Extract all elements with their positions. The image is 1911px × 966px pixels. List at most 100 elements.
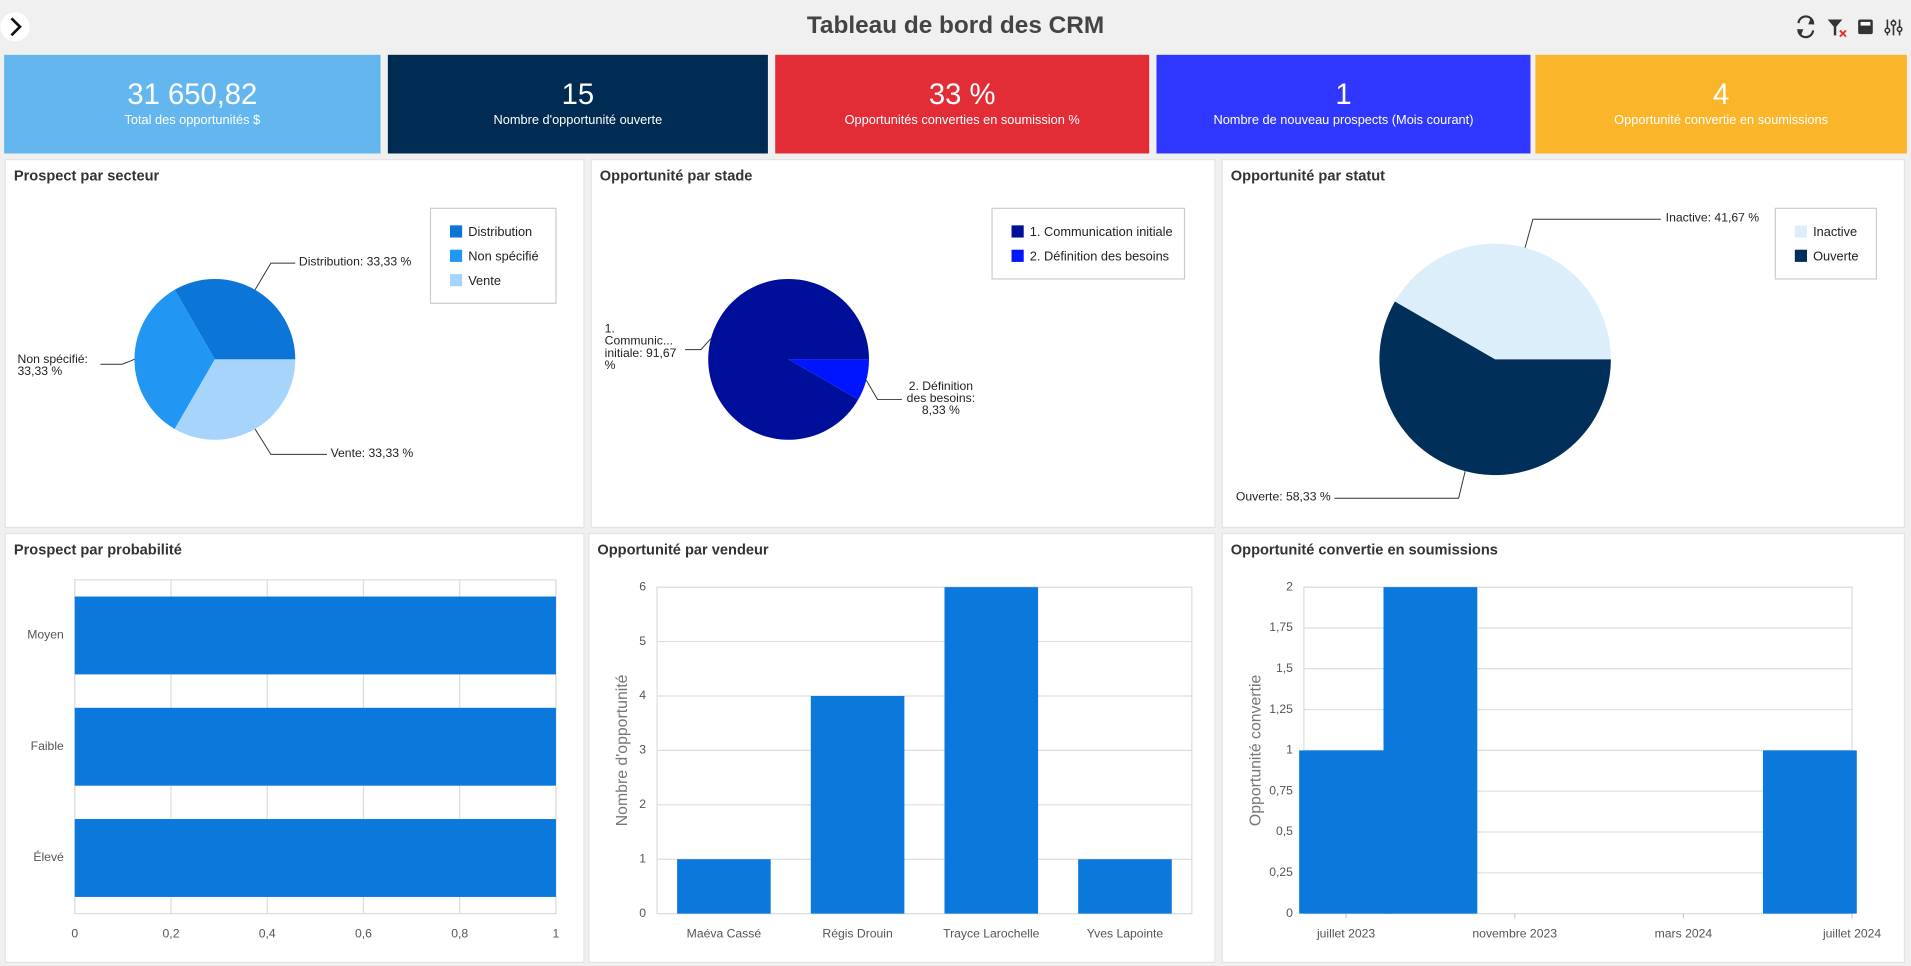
- leader-line: [254, 428, 327, 455]
- chevron-icon[interactable]: [10, 17, 22, 37]
- y-tick-label: 1: [639, 851, 646, 865]
- y-axis-label: Nombre d'opportunité: [614, 674, 631, 826]
- chart-title: Opportunité convertie en soumissions: [1231, 542, 1498, 558]
- y-tick-label: Moyen: [27, 628, 64, 642]
- y-tick-label: 1,25: [1269, 702, 1293, 716]
- page-title: Tableau de bord des CRM: [807, 12, 1104, 39]
- filter-icon[interactable]: [1827, 19, 1843, 36]
- clear-filter-button[interactable]: [1827, 19, 1847, 38]
- kpi-card: [4, 54, 381, 154]
- data-label: Vente: 33,33 %: [330, 448, 414, 461]
- data-label-box: Ouverte: 58,33 %: [1235, 492, 1331, 505]
- y-tick-label: Faible: [31, 739, 64, 753]
- data-label-box: Inactive: 41,67 %: [1665, 213, 1760, 226]
- y-tick-label: Élevé: [33, 849, 64, 864]
- legend-swatch: [449, 249, 463, 262]
- leader-line: [254, 262, 296, 290]
- y-tick-label: 0: [1286, 906, 1293, 920]
- x-tick-label: 1: [553, 927, 560, 941]
- y-tick-label: 0: [639, 906, 646, 920]
- leader-line: [1524, 218, 1661, 248]
- bar: [74, 819, 556, 897]
- data-label: 2. Définition des besoins: 8,33 %: [906, 381, 976, 418]
- data-label-box: Non spécifié: 33,33 %: [17, 354, 88, 379]
- clear-x[interactable]: [1839, 29, 1847, 38]
- data-label: Inactive: 41,67 %: [1665, 213, 1760, 226]
- y-tick-label: 2: [639, 797, 646, 811]
- y-tick-label: 4: [639, 688, 646, 702]
- data-label: Ouverte: 58,33 %: [1235, 492, 1331, 505]
- pie-slice: [708, 278, 870, 440]
- x-tick-label: 0,4: [259, 927, 276, 941]
- pie-slice: [174, 359, 296, 440]
- kpi-label: Nombre de nouveau prospects (Mois couran…: [1213, 112, 1473, 127]
- data-label: 1. Communic... initiale: 91,67 %: [604, 324, 677, 373]
- y-tick-label: 0,5: [1276, 824, 1293, 838]
- chart-title: Opportunité par stade: [600, 168, 753, 184]
- legend-label: Non spécifié: [468, 248, 538, 263]
- kpi-card: [775, 54, 1150, 154]
- leader-line: [685, 338, 712, 351]
- leader-line: [1334, 471, 1466, 499]
- pie-slice: [1379, 301, 1611, 476]
- x-tick-label: Maéva Cassé: [687, 927, 762, 941]
- x-tick-label: Trayce Larochelle: [943, 927, 1040, 941]
- chart-title: Prospect par probabilité: [14, 542, 182, 558]
- kpi-label: Total des opportunités $: [124, 112, 260, 127]
- y-tick-label: 5: [639, 634, 646, 648]
- save-slot[interactable]: [1860, 21, 1871, 26]
- data-label-box: 2. Définition des besoins: 8,33 %: [906, 381, 976, 418]
- kpi-value: 15: [562, 79, 595, 111]
- refresh-button[interactable]: [1797, 15, 1815, 39]
- toggle-circle[interactable]: [0, 12, 30, 42]
- x-tick-label: 0,8: [451, 927, 468, 941]
- bar: [74, 596, 556, 675]
- bar: [74, 707, 556, 786]
- slider-knob[interactable]: [1896, 26, 1903, 33]
- bar: [1762, 750, 1857, 914]
- kpi-value: 33 %: [929, 79, 996, 111]
- kpi-value: 1: [1335, 79, 1351, 111]
- settings-button[interactable]: [1884, 19, 1903, 36]
- kpi-card: [387, 54, 768, 154]
- data-label: Non spécifié: 33,33 %: [17, 354, 88, 379]
- x-tick-label: Régis Drouin: [822, 927, 892, 941]
- chart-title: Opportunité par statut: [1231, 168, 1385, 184]
- x-tick-label: 0,2: [163, 927, 180, 941]
- bar: [1299, 750, 1393, 914]
- kpi-label: Nombre d'opportunité ouverte: [494, 112, 663, 127]
- legend-swatch: [1011, 225, 1024, 238]
- save-button[interactable]: [1858, 19, 1873, 35]
- x-tick-label: juillet 2024: [1822, 927, 1881, 941]
- kpi-value: 31 650,82: [127, 79, 257, 111]
- y-tick-label: 6: [639, 579, 646, 593]
- slider-knob[interactable]: [1884, 27, 1891, 34]
- x-tick-label: mars 2024: [1655, 927, 1713, 941]
- pie-slice: [1394, 243, 1611, 360]
- save-icon[interactable]: [1858, 19, 1873, 35]
- legend-label: 1. Communication initiale: [1030, 224, 1173, 239]
- legend-label: Ouverte: [1813, 248, 1858, 263]
- kpi-label: Opportunités converties en soumission %: [845, 112, 1080, 127]
- x-tick-label: 0: [71, 927, 78, 941]
- pie-slice: [174, 278, 296, 360]
- kpi-card: [1535, 54, 1907, 154]
- legend-swatch: [1794, 249, 1807, 262]
- leader-line: [100, 358, 135, 365]
- legend-swatch: [449, 274, 463, 287]
- slider-knob[interactable]: [1890, 20, 1897, 27]
- x-tick-label: juillet 2023: [1316, 927, 1375, 941]
- legend-swatch: [449, 225, 463, 238]
- y-tick-label: 1,75: [1269, 620, 1293, 634]
- refresh-arrows[interactable]: [1797, 18, 1815, 36]
- legend-label: Inactive: [1813, 224, 1857, 239]
- legend-swatch: [1794, 225, 1807, 238]
- legend-swatch: [1011, 249, 1024, 262]
- kpi-label: Opportunité convertie en soumissions: [1614, 112, 1828, 127]
- chart-title: Prospect par secteur: [14, 168, 160, 184]
- kpi-value: 4: [1713, 79, 1729, 111]
- sidebar-toggle[interactable]: [0, 12, 30, 42]
- y-tick-label: 1: [1286, 743, 1293, 757]
